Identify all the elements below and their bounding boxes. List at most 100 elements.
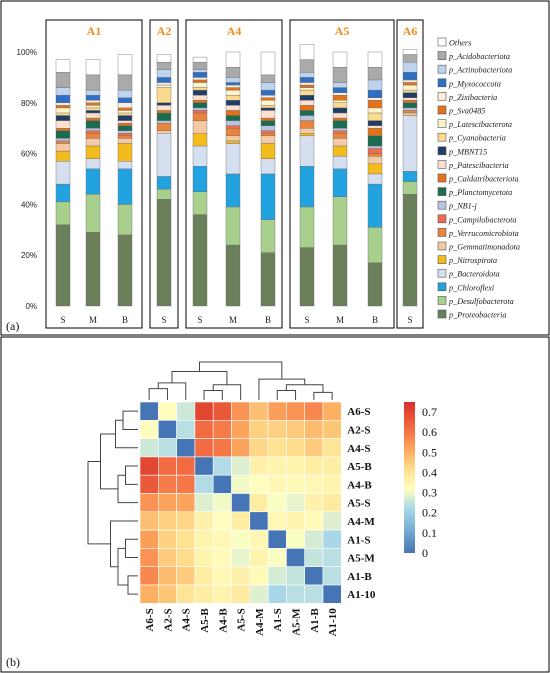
bar-segment [332,87,348,93]
correlation-heatmap: A6-S A2-S A4-S A5-B A4-B A5-S A4-M A1-S A5-M A1-B… [139,401,376,636]
bar-segment [117,97,133,104]
legend-label: p_Acidobacteriota [448,52,510,61]
row-label: A5-M [347,553,375,565]
heatmap-cell [249,511,269,531]
heatmap-cell [139,401,159,421]
group-title: A2 [157,24,172,38]
bar-segment [367,145,383,149]
x-tick-label: S [161,315,166,325]
bar-segment [367,79,383,91]
bar-segment [85,74,101,91]
bar-segment [260,143,276,159]
bar-segment [332,168,348,197]
bar-segment [225,77,241,83]
legend-label: p_Gemmatimonadota [448,243,520,252]
bar-segment [55,143,71,152]
heatmap-cell [322,401,342,421]
heatmap-cell [249,474,269,494]
bar-segment [55,138,71,142]
bar-segment [55,115,71,121]
legend-swatch [437,64,447,74]
heatmap-cell [286,438,305,458]
legend-swatch [437,268,447,278]
bar-segment [85,100,101,104]
bar-segment [225,135,241,142]
heatmap-cell [176,584,196,604]
bar-segment [332,145,348,157]
dendrogram-branch [276,390,297,400]
bar-segment [192,61,208,70]
bar-segment [156,110,172,114]
heatmap-cell [286,419,305,439]
bar-segment [225,244,241,307]
bar-segment [299,105,315,111]
y-tick-label: 80% [21,99,37,108]
bar-segment [85,110,101,114]
bar-segment [402,107,418,111]
bar-segment [367,89,383,98]
legend-label: p_Planctomycetota [448,188,512,197]
bar-segment [117,115,133,121]
heatmap-cell [267,493,287,513]
heatmap-cell [139,438,159,458]
dendrogram-branch [157,382,187,400]
bar-segment [332,244,348,307]
heatmap-cell [139,456,159,476]
legend-swatch [437,78,447,88]
heatmap-cell [139,474,159,494]
y-tick-label: 60% [21,150,37,159]
bar-segment [299,133,315,137]
bar-segment [117,125,133,131]
dendrogram-branch [87,460,111,545]
heatmap-cell [231,493,251,513]
bar-segment [299,100,315,106]
bar-segment [299,206,315,248]
heatmap-cell [249,438,269,458]
bar-segment [156,133,172,177]
dendrogram-branch [285,384,324,393]
heatmap-cell [304,456,324,476]
bar-segment [225,125,241,129]
bar-segment [55,112,71,116]
bar-segment [299,166,315,208]
legend-label: Others [449,39,471,48]
legend-label: p_Bacteroidota [448,270,500,279]
stacked-bar-chart: 0% 20% 40% 60% 80% 100% A1 S M B A2 S A4 S M B A5 S M B A6 S [17,19,424,329]
legend-swatch [437,132,447,142]
bar-segment [85,94,101,101]
legend-label: p_Chloroflexi [448,283,495,292]
bar-segment [225,206,241,246]
bar-segment [85,145,101,159]
legend-swatch [437,173,447,183]
bar-segment [55,72,71,88]
bar-segment [332,94,348,101]
bar-segment [332,130,348,134]
x-tick-label: S [197,315,202,325]
heatmap-cell [212,456,232,476]
bar-segment [117,102,133,109]
heatmap-cell [231,456,251,476]
bar-segment [260,105,276,109]
row-label: A4-S [347,443,370,455]
dendrogram-branch [125,465,138,485]
heatmap-cell [212,474,232,494]
group-title: A4 [227,24,242,38]
bar-segment [299,84,315,88]
heatmap-cell [267,584,287,604]
bar-segment [225,143,241,175]
heatmap-cell [176,474,196,494]
bar-segment [367,107,383,114]
heatmap-cell [249,529,269,549]
heatmap-cell [286,548,305,568]
bar-segment [367,97,383,101]
bar-segment [299,135,315,167]
heatmap-cell [286,511,305,531]
bar-segment [367,67,383,81]
column-label: A4-B [217,608,229,633]
bar-segment [225,105,241,111]
bar-segment [192,107,208,111]
heatmap-cell [139,511,159,531]
bar-segment [332,100,348,104]
legend-label: p_Verrucomicrobiota [448,229,519,238]
dendrogram-branch [117,547,128,586]
